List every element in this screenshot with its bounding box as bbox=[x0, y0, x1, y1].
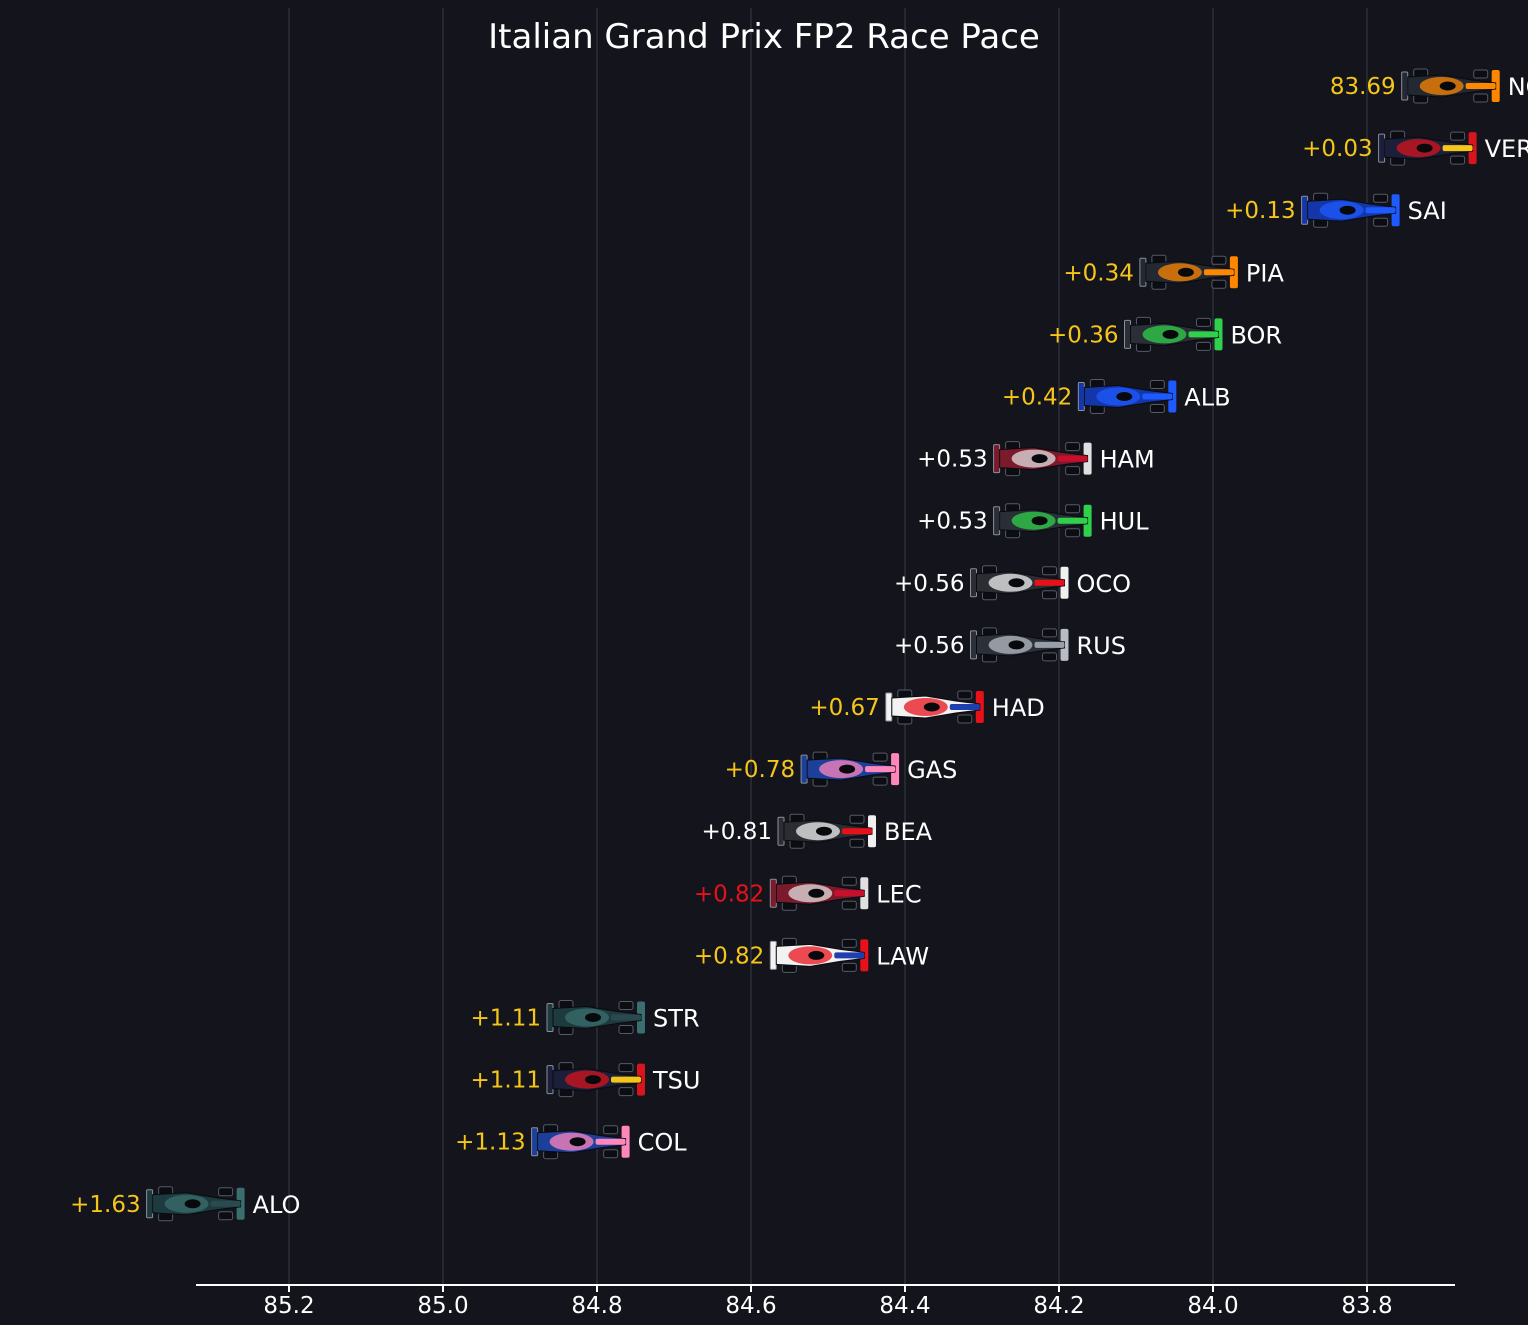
driver-label: BOR bbox=[1231, 321, 1283, 349]
driver-point: +1.11 TSU bbox=[471, 1062, 700, 1098]
driver-label: ALO bbox=[253, 1191, 301, 1219]
driver-label: ALB bbox=[1184, 384, 1230, 412]
driver-point: +0.03 VER bbox=[1302, 130, 1528, 166]
gap-label: +0.53 bbox=[917, 447, 987, 473]
driver-point: +1.11 STR bbox=[471, 1000, 700, 1035]
driver-label: STR bbox=[653, 1005, 700, 1033]
car-icon bbox=[1139, 254, 1238, 290]
x-axis-ticks: 85.2 85.0 84.8 84.6 84.4 84.2 84.0 83.8 bbox=[263, 1285, 1393, 1319]
driver-point: +0.56 OCO bbox=[894, 565, 1132, 601]
car-icon bbox=[1401, 68, 1500, 104]
x-tick-label: 84.2 bbox=[1033, 1293, 1084, 1319]
driver-point: +0.42 ALB bbox=[1002, 379, 1231, 414]
car-icon bbox=[546, 1000, 645, 1035]
driver-label: HAD bbox=[992, 694, 1045, 722]
car-icon bbox=[769, 937, 869, 973]
gap-label: +0.53 bbox=[917, 509, 987, 535]
gap-label: +1.11 bbox=[471, 1068, 541, 1094]
x-tick-label: 84.6 bbox=[725, 1293, 776, 1319]
driver-point: +0.78 GAS bbox=[725, 751, 957, 787]
driver-point: +0.82 LAW bbox=[694, 937, 929, 973]
driver-label: SAI bbox=[1408, 197, 1447, 225]
x-tick-label: 85.0 bbox=[417, 1293, 468, 1319]
gap-label: +1.11 bbox=[471, 1006, 541, 1032]
car-icon bbox=[1378, 130, 1477, 166]
gap-label: +0.13 bbox=[1225, 198, 1295, 224]
driver-point: +0.13 SAI bbox=[1225, 192, 1447, 228]
car-icon bbox=[546, 1062, 645, 1098]
driver-label: HUL bbox=[1100, 508, 1150, 536]
car-icon bbox=[993, 503, 1092, 539]
car-icon bbox=[531, 1124, 630, 1160]
driver-label: PIA bbox=[1246, 259, 1285, 287]
x-tick-label: 83.8 bbox=[1341, 1293, 1392, 1319]
gap-label: +0.82 bbox=[694, 881, 764, 907]
car-icon bbox=[1077, 379, 1177, 414]
car-icon bbox=[146, 1186, 245, 1222]
driver-point: +1.63 ALO bbox=[70, 1186, 301, 1222]
gap-label: +1.13 bbox=[455, 1130, 525, 1156]
gap-label: +1.63 bbox=[70, 1192, 140, 1218]
gap-label: +0.42 bbox=[1002, 385, 1072, 411]
driver-point: +1.13 COL bbox=[455, 1124, 688, 1160]
gap-label: +0.56 bbox=[894, 571, 964, 597]
gap-label: +0.56 bbox=[894, 633, 964, 659]
car-icon bbox=[769, 875, 869, 911]
driver-point: +0.53 HAM bbox=[917, 441, 1155, 477]
x-tick-label: 84.8 bbox=[571, 1293, 622, 1319]
car-icon bbox=[1301, 192, 1400, 228]
grid-lines bbox=[288, 8, 1368, 1285]
chart-title: Italian Grand Prix FP2 Race Pace bbox=[488, 17, 1040, 57]
driver-point: +0.81 BEA bbox=[702, 813, 933, 849]
car-icon bbox=[970, 627, 1069, 663]
x-tick-label: 85.2 bbox=[263, 1293, 314, 1319]
car-icon bbox=[993, 441, 1092, 477]
driver-label: NOR bbox=[1508, 73, 1528, 101]
driver-point: +0.82 LEC bbox=[694, 875, 922, 911]
driver-label: RUS bbox=[1077, 632, 1126, 660]
driver-point: +0.67 HAD bbox=[809, 689, 1045, 725]
gap-label: +0.36 bbox=[1048, 322, 1118, 348]
x-tick-label: 84.0 bbox=[1187, 1293, 1238, 1319]
car-icon bbox=[800, 751, 900, 787]
driver-label: HAM bbox=[1100, 446, 1155, 474]
gap-label: +0.82 bbox=[694, 943, 764, 969]
driver-point: +0.34 PIA bbox=[1063, 254, 1285, 290]
driver-point: +0.53 HUL bbox=[917, 503, 1150, 539]
driver-point: 83.69 NOR bbox=[1330, 68, 1528, 104]
gap-label: +0.03 bbox=[1302, 136, 1372, 162]
driver-label: BEA bbox=[884, 818, 933, 846]
driver-label: GAS bbox=[907, 756, 957, 784]
x-tick-label: 84.4 bbox=[879, 1293, 930, 1319]
driver-label: VER bbox=[1485, 135, 1528, 163]
car-icon bbox=[885, 689, 984, 725]
gap-label: +0.34 bbox=[1063, 260, 1133, 286]
driver-label: LEC bbox=[876, 880, 921, 908]
car-icon bbox=[1124, 316, 1223, 352]
gap-label: +0.67 bbox=[809, 695, 879, 721]
driver-label: TSU bbox=[652, 1067, 700, 1095]
car-icon bbox=[970, 565, 1069, 601]
gap-label: +0.81 bbox=[702, 819, 772, 845]
driver-label: OCO bbox=[1077, 570, 1132, 598]
driver-label: LAW bbox=[876, 942, 929, 970]
gap-label: 83.69 bbox=[1330, 74, 1396, 100]
driver-point: +0.56 RUS bbox=[894, 627, 1126, 663]
driver-label: COL bbox=[638, 1129, 688, 1157]
car-icon bbox=[777, 813, 876, 849]
gap-label: +0.78 bbox=[725, 757, 795, 783]
driver-points: 83.69 NOR +0.03 VER +0.13 SAI +0.34 PIA +0.36 BOR… bbox=[70, 68, 1528, 1222]
driver-point: +0.36 BOR bbox=[1048, 316, 1283, 352]
